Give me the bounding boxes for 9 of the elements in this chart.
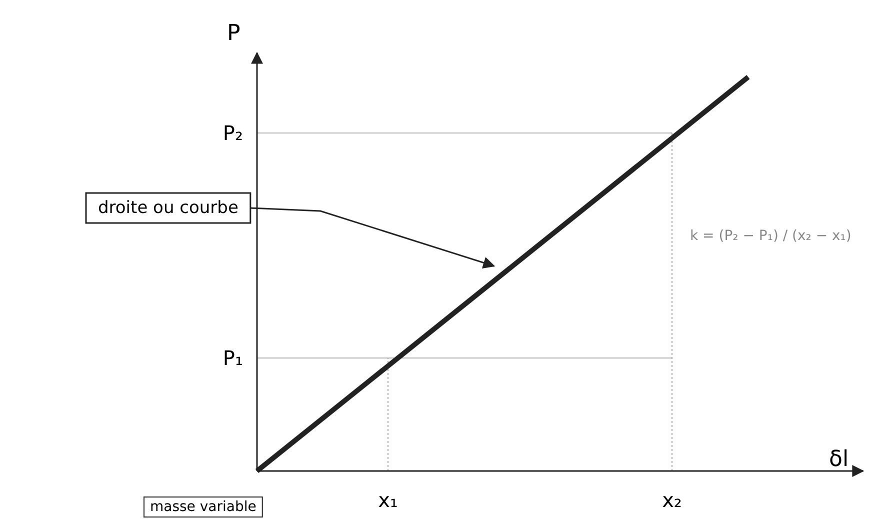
- text: droite ou courbe: [98, 198, 238, 218]
- text: P₂: [222, 121, 243, 145]
- text: masse variable: [150, 499, 256, 515]
- annotation: k = (P₂ − P₁) / (x₂ − x₁): [690, 228, 852, 244]
- text: x₁: [378, 488, 398, 512]
- text: x₂: [662, 488, 682, 512]
- y-axis-title: P: [227, 21, 240, 46]
- text: P₁: [222, 346, 243, 370]
- x-axis-title: δl: [829, 447, 849, 472]
